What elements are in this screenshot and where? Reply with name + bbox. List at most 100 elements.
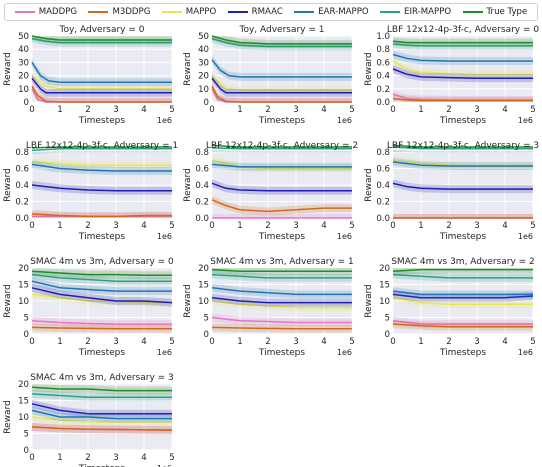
series-line: [392, 320, 533, 325]
series-line: [392, 293, 534, 299]
legend-swatch: [88, 11, 109, 13]
x-tick-label: 5: [169, 453, 174, 463]
series-line: [211, 316, 352, 324]
x-tick-label: 2: [446, 337, 451, 347]
series-line: [211, 182, 352, 192]
series-line: [211, 144, 352, 148]
series-line: [211, 85, 352, 103]
x-axis-multiplier: 1e6: [157, 348, 172, 357]
series-line: [392, 40, 533, 44]
subplot: 0 5 10 15 20 0 1 2 3 4 5 SMAC 4m vs 3m, Adversary =…: [3, 373, 175, 467]
y-tick-label: 10: [18, 85, 29, 95]
y-tick-label: 10: [379, 297, 390, 307]
series-line: [392, 290, 533, 296]
x-tick-label: 3: [113, 453, 118, 463]
y-tick-label: 15: [379, 281, 390, 291]
x-tick-label: 5: [169, 221, 174, 231]
series-band: [32, 74, 172, 97]
series-line: [392, 323, 533, 328]
x-tick-label: 5: [349, 337, 354, 347]
series-line: [392, 53, 533, 62]
plot-area: [32, 36, 172, 102]
series-band: [212, 71, 352, 95]
y-tick-label: 15: [18, 281, 29, 291]
series-band: [32, 389, 172, 402]
series-band: [212, 74, 352, 97]
chart-title: Toy, Adversary = 0: [58, 25, 144, 35]
y-tick-label: 0: [385, 330, 390, 340]
y-tick-label: 5: [24, 314, 29, 324]
x-axis-multiplier: 1e6: [518, 348, 533, 357]
series-band: [393, 270, 533, 282]
legend-label: MAPPO: [185, 7, 217, 17]
y-axis-label: Reward: [3, 284, 13, 318]
series-line: [31, 416, 172, 423]
x-tick-label: 5: [349, 221, 354, 231]
y-axis-label: Reward: [364, 52, 374, 86]
legend-item: M3DDPG: [88, 7, 150, 17]
x-tick-label: 4: [502, 221, 507, 231]
legend-label: RMAAC: [251, 7, 283, 17]
subplot: 0.0 0.2 0.4 0.6 0.8 0 1 2 3 4 5 LBF 12x12-4p-3f-c, …: [364, 141, 539, 242]
series-line: [392, 161, 533, 167]
chart-title: SMAC 4m vs 3m, Adversary = 3: [30, 373, 174, 383]
chart-title: LBF 12x12-4p-3f-c, Adversary = 2: [206, 141, 358, 151]
series-line: [392, 43, 533, 47]
y-axis-label: Reward: [183, 284, 193, 318]
series-line: [31, 293, 172, 304]
y-tick-label: 5: [385, 314, 390, 324]
series-line: [211, 268, 352, 273]
y-tick-label: 0.2: [15, 198, 29, 208]
x-tick-label: 1: [57, 221, 62, 231]
x-tick-label: 3: [113, 337, 118, 347]
x-tick-label: 3: [113, 221, 118, 231]
y-tick-label: 20: [18, 380, 29, 390]
x-axis-label: Timesteps: [78, 116, 125, 126]
y-tick-label: 0.6: [376, 165, 390, 175]
chart-title: SMAC 4m vs 3m, Adversary = 1: [210, 257, 354, 267]
series-line: [31, 184, 172, 192]
x-tick-label: 1: [237, 337, 242, 347]
x-tick-label: 0: [29, 337, 34, 347]
x-axis-multiplier: 1e6: [157, 232, 172, 241]
y-tick-label: 5: [204, 314, 209, 324]
x-tick-label: 0: [390, 337, 395, 347]
y-tick-label: 0: [204, 98, 209, 108]
x-axis-label: Timesteps: [78, 232, 125, 242]
y-tick-label: 0.0: [195, 214, 209, 224]
x-tick-label: 2: [265, 337, 270, 347]
series-line: [31, 75, 172, 90]
y-tick-label: 0.0: [376, 214, 390, 224]
subplot: 0 5 10 15 20 0 1 2 3 4 5 SMAC 4m vs 3m, Adversary =…: [364, 257, 536, 358]
series-line: [31, 35, 172, 41]
legend-swatch: [14, 11, 35, 13]
y-axis-label: Reward: [183, 52, 193, 86]
x-axis-multiplier: 1e6: [337, 232, 352, 241]
x-tick-label: 0: [29, 453, 34, 463]
series-line: [392, 68, 533, 79]
series-band: [32, 316, 172, 329]
series-line: [392, 182, 533, 190]
x-tick-label: 4: [141, 337, 146, 347]
y-tick-label: 30: [18, 58, 29, 68]
x-tick-label: 0: [209, 105, 214, 115]
x-tick-label: 1: [57, 453, 62, 463]
x-tick-label: 5: [349, 105, 354, 115]
x-axis-label: Timesteps: [78, 348, 125, 358]
x-tick-label: 4: [321, 337, 326, 347]
y-tick-label: 20: [198, 72, 209, 82]
x-axis-multiplier: 1e6: [518, 232, 533, 241]
x-axis-multiplier: 1e6: [337, 348, 352, 357]
legend-item: MAPPO: [161, 7, 217, 17]
legend-label: EAR-MAPPO: [318, 7, 369, 17]
y-tick-label: 10: [18, 413, 29, 423]
x-tick-label: 2: [85, 453, 90, 463]
y-tick-label: 20: [379, 264, 390, 274]
y-tick-label: 0.2: [376, 198, 390, 208]
series-band: [393, 287, 533, 299]
y-tick-label: 0.6: [15, 165, 29, 175]
x-tick-label: 1: [57, 105, 62, 115]
y-tick-label: 30: [198, 58, 209, 68]
series-line: [31, 213, 172, 218]
y-tick-label: 0.8: [15, 148, 29, 158]
